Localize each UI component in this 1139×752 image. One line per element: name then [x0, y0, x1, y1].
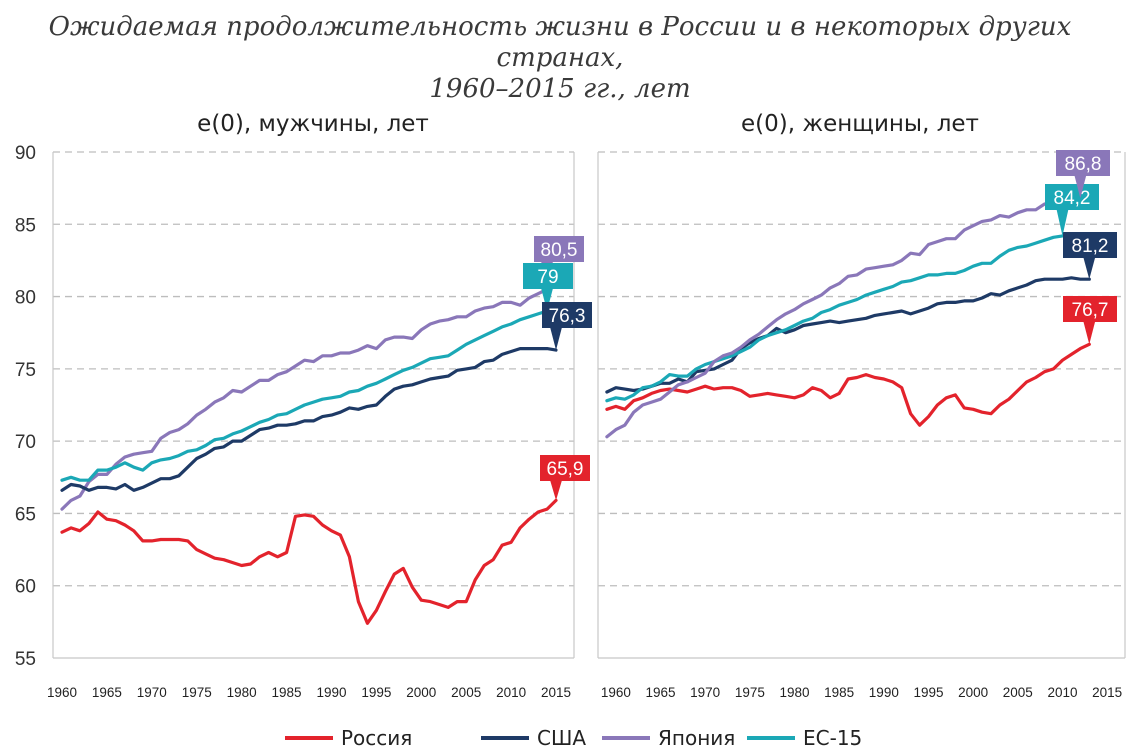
callout-label: 84,2: [1054, 188, 1091, 209]
legend-label: Япония: [658, 726, 735, 750]
value-callout-usa: 81,2: [1063, 232, 1117, 280]
legend-item-usa: США: [481, 726, 586, 750]
series-line-russia: [60, 498, 558, 625]
y-tick-label: 85: [15, 215, 36, 236]
legend-label: Россия: [341, 726, 412, 750]
legend-label: США: [537, 726, 586, 750]
series-line-japan: [60, 287, 549, 511]
callout-box: [1063, 296, 1117, 322]
callout-label: 86,8: [1065, 154, 1102, 175]
y-tick-label: 70: [15, 432, 36, 453]
panel-title: e(0), мужчины, лет: [197, 111, 429, 137]
callout-label: 79: [537, 267, 558, 288]
x-tick-label: 1960: [47, 685, 77, 700]
chart-title-line1: Ожидаемая продолжительность жизни в Росс…: [48, 12, 1072, 73]
x-tick-label: 1990: [869, 685, 899, 700]
callout-box: [1045, 184, 1099, 210]
x-tick-label: 1985: [824, 685, 854, 700]
x-tick-label: 1985: [272, 685, 302, 700]
callout-box: [1056, 150, 1110, 176]
x-tick-label: 2005: [1003, 685, 1033, 700]
x-tick-label: 1975: [182, 685, 212, 700]
callout-pointer: [550, 480, 563, 501]
series-line-eu15: [60, 309, 549, 482]
callout-pointer: [550, 327, 563, 351]
callout-box: [534, 236, 584, 262]
x-tick-label: 2010: [1047, 685, 1077, 700]
callout-pointer: [1074, 175, 1087, 199]
series-line-eu15: [605, 234, 1065, 403]
y-tick-label: 55: [15, 649, 36, 670]
x-tick-label: 1965: [92, 685, 122, 700]
panel-title: e(0), женщины, лет: [741, 111, 979, 137]
chart-title: Ожидаемая продолжительность жизни в Росс…: [0, 12, 1120, 105]
x-tick-label: 1970: [690, 685, 720, 700]
x-tick-label: 1965: [646, 685, 676, 700]
x-tick-label: 2005: [451, 685, 481, 700]
legend-item-japan: Япония: [602, 726, 735, 750]
y-tick-label: 60: [15, 577, 36, 598]
x-tick-label: 2000: [958, 685, 988, 700]
legend-item-eu15: ЕС-15: [747, 726, 862, 750]
x-tick-label: 2000: [406, 685, 436, 700]
value-callout-eu15: 79: [523, 263, 573, 312]
chart-title-line2: 1960–2015 гг., лет: [429, 74, 691, 104]
series-line-usa: [60, 347, 558, 492]
panel-men: e(0), мужчины, лет 55 60 65 70 75 80 85 90 1960 19…: [15, 111, 592, 700]
x-tick-label: 1960: [601, 685, 631, 700]
callout-pointer: [541, 288, 554, 312]
callout-pointer: [1056, 209, 1069, 236]
legend-item-russia: Россия: [285, 726, 412, 750]
callout-label: 80,5: [541, 240, 578, 261]
callout-pointer: [1083, 257, 1096, 280]
value-callout-japan: 86,8: [1056, 150, 1110, 199]
callout-box: [542, 302, 592, 328]
callout-label: 65,9: [547, 459, 584, 480]
x-tick-label: 1995: [913, 685, 943, 700]
callout-box: [540, 455, 590, 481]
value-callout-russia: 65,9: [540, 455, 590, 501]
x-tick-label: 1975: [735, 685, 765, 700]
x-tick-label: 2015: [541, 685, 571, 700]
x-tick-label: 1995: [361, 685, 391, 700]
callout-label: 81,2: [1072, 236, 1109, 257]
y-tick-label: 75: [15, 360, 36, 381]
value-callout-eu15: 84,2: [1045, 184, 1099, 236]
legend: Россия США Япония ЕС-15: [285, 726, 862, 750]
callout-label: 76,3: [549, 306, 586, 327]
y-tick-label: 90: [15, 143, 36, 164]
value-callout-russia: 76,7: [1063, 296, 1117, 345]
panel-women: e(0), женщины, лет 1960 1965 1970 1975 1980 19…: [597, 111, 1126, 700]
x-tick-label: 1970: [137, 685, 167, 700]
callout-label: 76,7: [1072, 300, 1109, 321]
y-tick-label: 80: [15, 288, 36, 309]
series-line-russia: [605, 342, 1091, 427]
callout-box: [1063, 232, 1117, 258]
x-tick-label: 1980: [779, 685, 809, 700]
value-callout-usa: 76,3: [542, 302, 592, 351]
x-tick-label: 2015: [1092, 685, 1122, 700]
x-tick-label: 2010: [496, 685, 526, 700]
callout-pointer: [1083, 321, 1096, 345]
x-tick-label: 1980: [227, 685, 257, 700]
x-tick-label: 1990: [316, 685, 346, 700]
legend-label: ЕС-15: [803, 726, 862, 750]
y-tick-label: 65: [15, 504, 36, 525]
callout-box: [523, 263, 573, 289]
series-line-japan: [605, 196, 1082, 439]
